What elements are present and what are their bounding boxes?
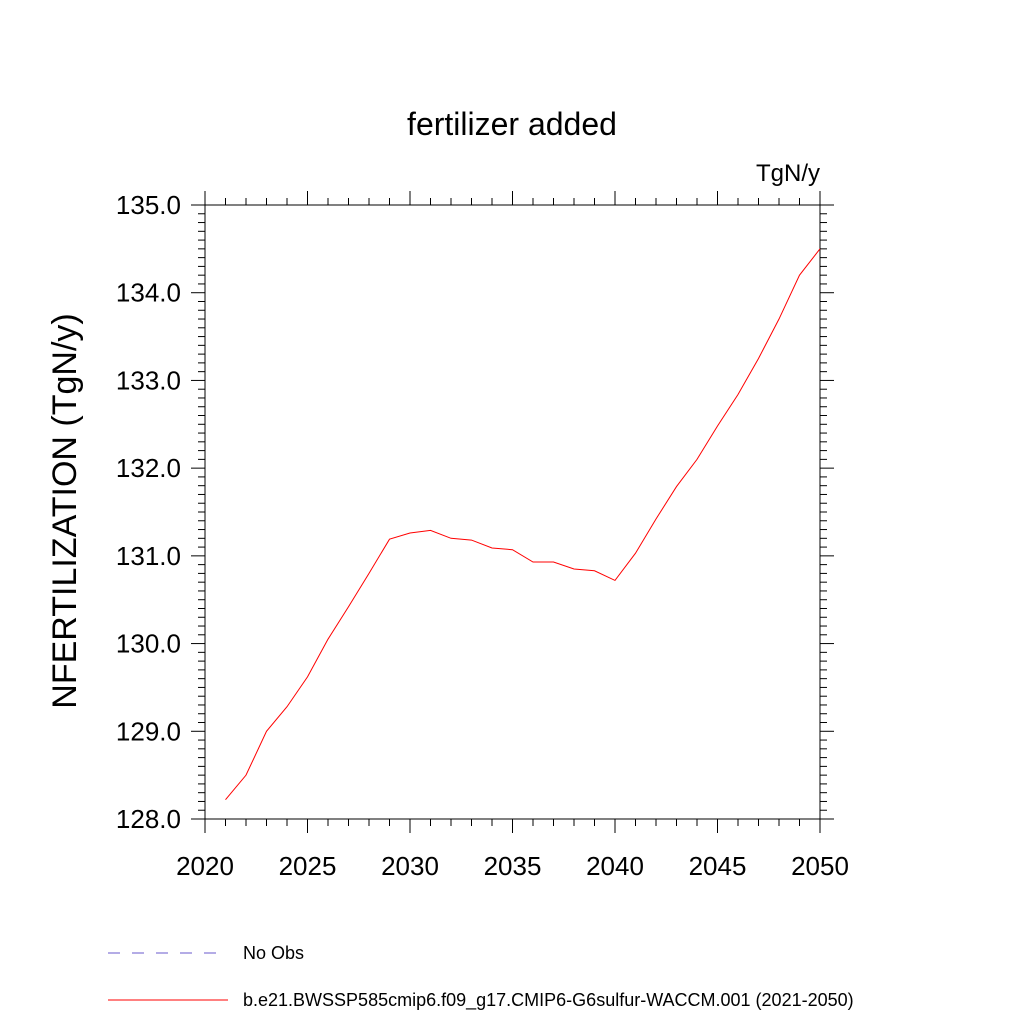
y-tick-label: 130.0 [116, 629, 181, 659]
x-tick-label: 2035 [484, 851, 542, 881]
legend: No Obs b.e21.BWSSP585cmip6.f09_g17.CMIP6… [108, 943, 854, 1011]
series-layer [225, 248, 821, 801]
units-label: TgN/y [756, 160, 820, 187]
y-tick-label: 131.0 [116, 541, 181, 571]
tick-labels: 2020 2025 2030 2035 2040 2045 2050 128.0 129.0 13… [116, 190, 849, 881]
x-tick-label: 2025 [279, 851, 337, 881]
y-tick-label: 133.0 [116, 365, 181, 395]
y-tick-label: 135.0 [116, 190, 181, 220]
y-tick-label: 134.0 [116, 278, 181, 308]
x-tick-label: 2040 [586, 851, 644, 881]
y-axis-label: NFERTILIZATION (TgN/y) [46, 313, 84, 708]
x-tick-label: 2050 [791, 851, 849, 881]
axis-ticks [191, 191, 834, 833]
series-line [225, 248, 821, 801]
legend-label-model: b.e21.BWSSP585cmip6.f09_g17.CMIP6-G6sulf… [243, 990, 854, 1011]
plot-frame [204, 204, 821, 820]
chart-title: fertilizer added [407, 106, 617, 142]
x-tick-label: 2030 [381, 851, 439, 881]
legend-label-no-obs: No Obs [243, 943, 304, 963]
y-tick-label: 129.0 [116, 716, 181, 746]
x-tick-label: 2045 [689, 851, 747, 881]
x-tick-label: 2020 [176, 851, 234, 881]
y-tick-label: 128.0 [116, 804, 181, 834]
y-tick-label: 132.0 [116, 453, 181, 483]
